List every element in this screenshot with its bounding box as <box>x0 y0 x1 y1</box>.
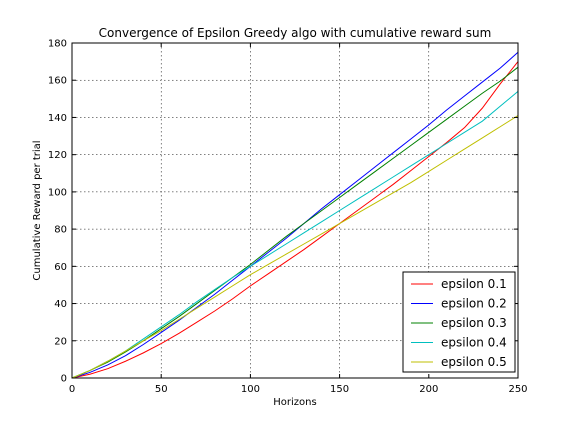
legend-label: epsilon 0.2 <box>441 297 507 311</box>
y-axis-title: Cumulative Reward per trial <box>32 140 43 280</box>
y-tick-label: 80 <box>54 225 67 236</box>
y-tick-label: 120 <box>48 150 67 161</box>
x-tick-label: 250 <box>508 384 527 395</box>
y-tick-label: 0 <box>61 374 67 385</box>
axis-ticks: 0 50 100 150 200 250 0 20 40 60 80 100 120 140 160 180 <box>48 39 528 396</box>
legend: epsilon 0.1 epsilon 0.2 epsilon 0.3 epsilon… <box>402 271 516 373</box>
x-axis-title: Horizons <box>273 397 316 408</box>
y-tick-label: 40 <box>54 299 67 310</box>
legend-label: epsilon 0.5 <box>441 355 507 369</box>
y-tick-label: 20 <box>54 336 67 347</box>
y-tick-label: 140 <box>48 113 67 124</box>
x-tick-label: 150 <box>330 384 349 395</box>
y-tick-label: 160 <box>48 76 67 87</box>
series-lines <box>71 51 519 379</box>
legend-label: epsilon 0.1 <box>441 277 507 291</box>
legend-label: epsilon 0.4 <box>441 336 507 350</box>
x-tick-label: 100 <box>241 384 260 395</box>
plot-area-frame <box>71 42 519 379</box>
series-line-4 <box>71 91 519 379</box>
series-line-2 <box>71 51 519 379</box>
series-line-5 <box>71 115 519 379</box>
chart-title: Convergence of Epsilon Greedy algo with … <box>99 26 492 40</box>
x-tick-label: 50 <box>155 384 168 395</box>
legend-box <box>402 271 516 373</box>
x-tick-label: 0 <box>69 384 75 395</box>
y-tick-label: 100 <box>48 187 67 198</box>
y-tick-label: 60 <box>54 262 67 273</box>
x-tick-label: 200 <box>419 384 438 395</box>
legend-label: epsilon 0.3 <box>441 316 507 330</box>
y-tick-label: 180 <box>48 39 67 50</box>
